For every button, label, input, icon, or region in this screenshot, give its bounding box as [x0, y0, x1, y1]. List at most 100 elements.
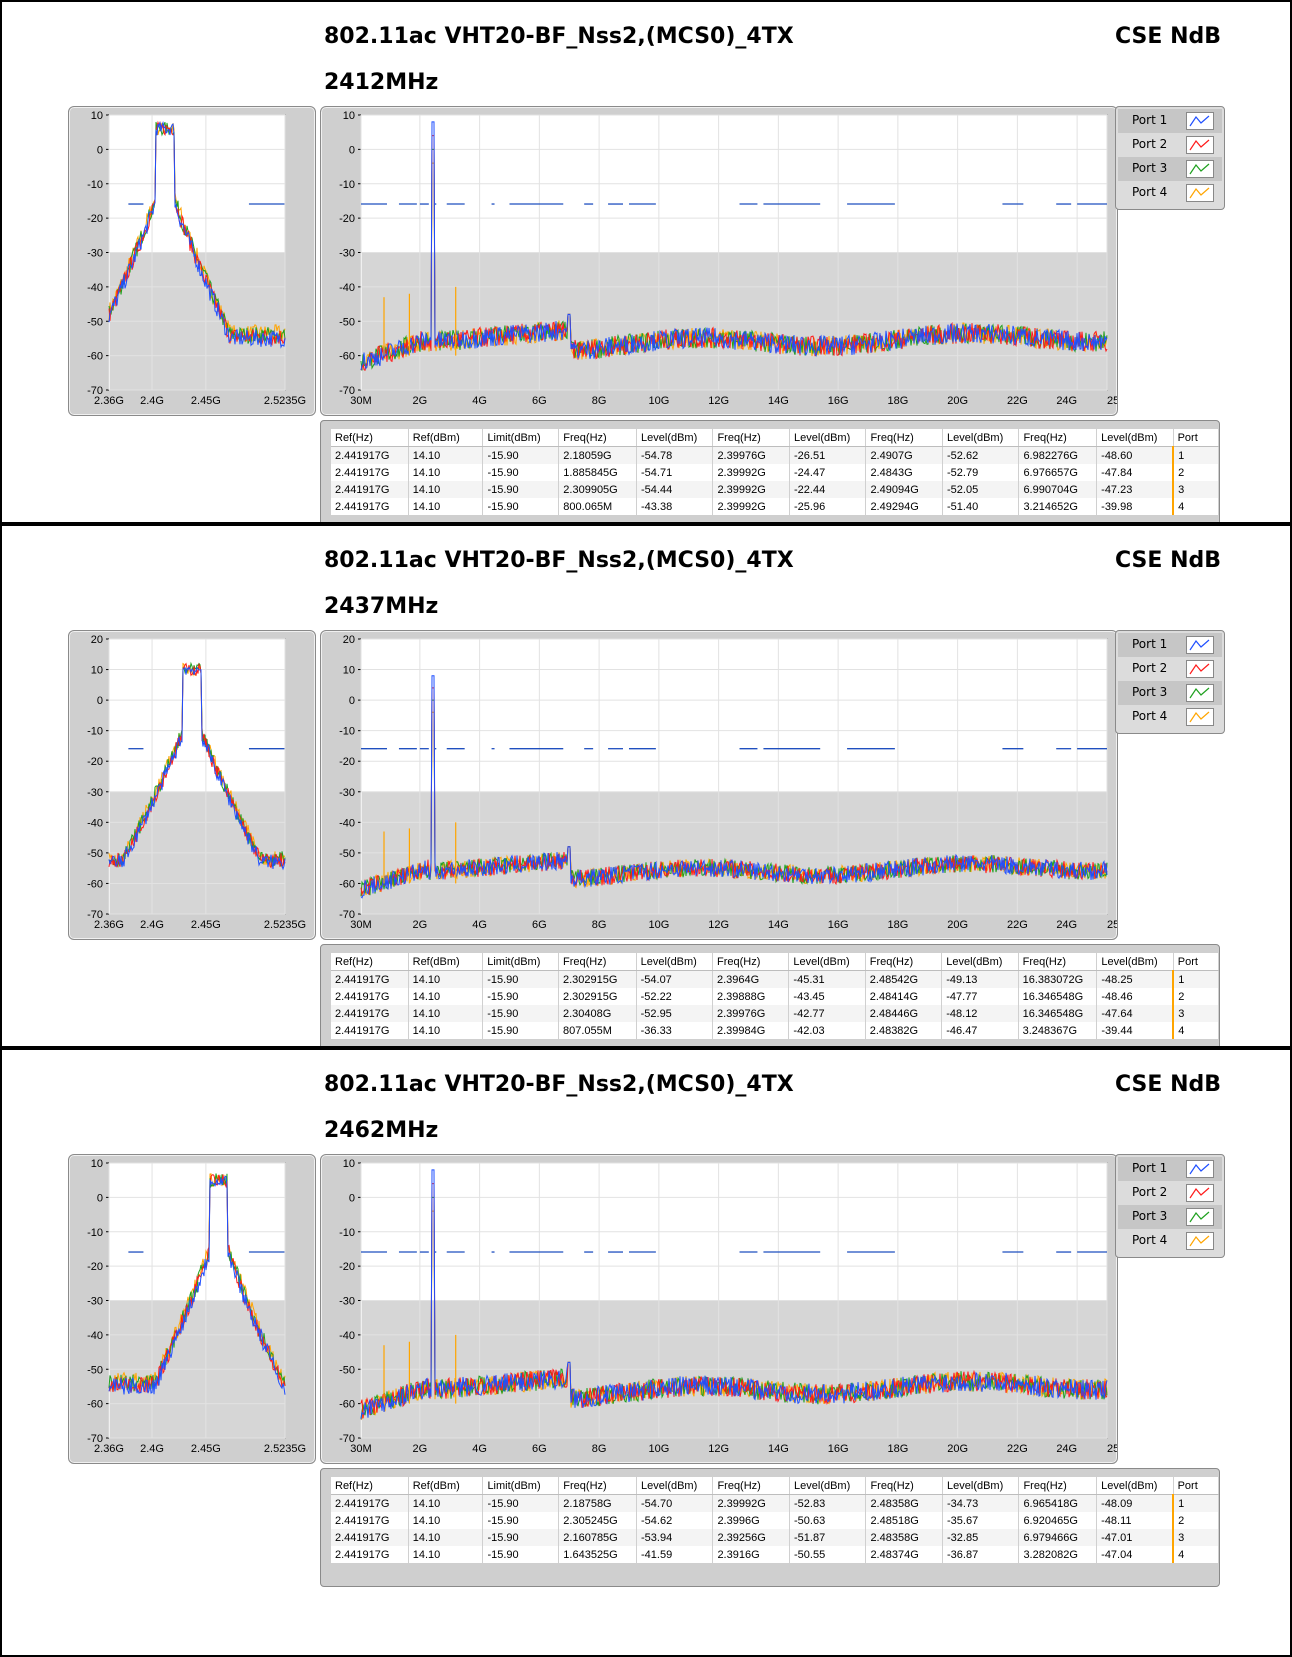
x-tick-label: 18G	[887, 919, 908, 931]
legend-item[interactable]: Port 4	[1118, 1229, 1222, 1253]
y-tick-label: -10	[87, 179, 103, 191]
table-cell: -43.38	[636, 498, 714, 515]
y-tick-label: -50	[339, 1364, 355, 1376]
results-table: Ref(Hz) Ref(dBm) Limit(dBm) Freq(Hz) Level(d…	[331, 429, 1220, 515]
y-tick-label: -50	[87, 1364, 103, 1376]
table-cell: 2.48382G	[865, 1022, 943, 1039]
table-header: Port	[1173, 1477, 1220, 1495]
results-table: Ref(Hz) Ref(dBm) Limit(dBm) Freq(Hz) Level(d…	[331, 953, 1220, 1039]
legend-line-icon	[1189, 687, 1210, 699]
table-cell: 2.441917G	[331, 1512, 409, 1529]
table-header: Level(dBm)	[1096, 953, 1174, 971]
table-cell: 2.3916G	[712, 1546, 791, 1563]
table-cell: -48.09	[1096, 1494, 1174, 1512]
legend-item[interactable]: Port 2	[1118, 1181, 1222, 1205]
table-cell: 16.346548G	[1018, 988, 1098, 1005]
x-tick-label: 2G	[413, 1443, 428, 1455]
legend-item[interactable]: Port 4	[1118, 705, 1222, 729]
table-row: 2.441917G 14.10 -15.90 1.643525G -41.59 2.391…	[331, 1546, 1220, 1563]
results-table-panel: Ref(Hz) Ref(dBm) Limit(dBm) Freq(Hz) Level(d…	[320, 944, 1220, 1046]
x-tick-label: 2.45G	[191, 395, 221, 407]
legend-line-icon	[1189, 1211, 1210, 1223]
legend-item[interactable]: Port 2	[1118, 133, 1222, 157]
table-cell: -46.47	[941, 1022, 1019, 1039]
legend-item[interactable]: Port 3	[1118, 681, 1222, 705]
trace-port-1	[360, 1169, 1108, 1420]
x-tick-label: 14G	[768, 919, 789, 931]
x-tick-label: 30M	[350, 1443, 371, 1455]
table-cell: 3	[1172, 481, 1220, 498]
trace-port-1	[108, 120, 286, 349]
table-row: 2.441917G 14.10 -15.90 807.055M -36.33 2.3998…	[331, 1022, 1220, 1039]
table-cell: 2.39984G	[712, 1022, 790, 1039]
legend-swatch	[1186, 1160, 1214, 1178]
x-tick-label: 10G	[648, 1443, 669, 1455]
table-row: 2.441917G 14.10 -15.90 800.065M -43.38 2.3999…	[331, 498, 1220, 515]
table-cell: 2.4843G	[865, 464, 944, 481]
table-cell: 14.10	[408, 1005, 484, 1022]
table-cell: -15.90	[482, 446, 560, 464]
left-spectrum-panel: 20 10 0 -10 -20 -30 -40 -50 -60 -70 2.36G 2.4G 2.45G…	[68, 630, 316, 940]
table-cell: -35.67	[942, 1512, 1020, 1529]
y-tick-label: -60	[339, 351, 355, 363]
y-tick-label: 0	[97, 695, 103, 707]
y-tick-label: -50	[87, 316, 103, 328]
table-cell: -47.01	[1096, 1529, 1174, 1546]
legend-line-icon	[1189, 115, 1210, 127]
y-tick-label: -20	[339, 213, 355, 225]
table-header: Ref(dBm)	[408, 429, 484, 447]
y-tick-label: -50	[87, 848, 103, 860]
y-tick-label: -40	[87, 1330, 103, 1342]
x-tick-label: 2G	[413, 395, 428, 407]
table-cell: -51.87	[789, 1529, 867, 1546]
trace-port-4	[108, 122, 286, 343]
legend-swatch	[1186, 684, 1214, 702]
results-table-panel: Ref(Hz) Ref(dBm) Limit(dBm) Freq(Hz) Level(d…	[320, 420, 1220, 522]
legend-item[interactable]: Port 2	[1118, 657, 1222, 681]
table-cell: -47.84	[1096, 464, 1174, 481]
table-cell: 2.441917G	[331, 1529, 409, 1546]
table-cell: -52.79	[942, 464, 1020, 481]
left-spectrum-panel: 10 0 -10 -20 -30 -40 -50 -60 -70 2.36G 2.4G 2.45G 2.…	[68, 106, 316, 416]
y-tick-label: -70	[87, 1433, 103, 1445]
x-tick-label: 16G	[828, 919, 849, 931]
table-cell: 2.160785G	[558, 1529, 638, 1546]
y-tick-label: -60	[87, 878, 103, 890]
table-header: Ref(Hz)	[331, 429, 409, 447]
legend-item[interactable]: Port 1	[1118, 633, 1222, 657]
x-tick-label: 12G	[708, 919, 729, 931]
legend-item[interactable]: Port 4	[1118, 181, 1222, 205]
table-cell: -48.25	[1096, 970, 1174, 988]
legend-label: Port 1	[1132, 1161, 1168, 1175]
legend-item[interactable]: Port 1	[1118, 1157, 1222, 1181]
table-cell: 2	[1172, 988, 1220, 1005]
table-cell: 2.39992G	[712, 1494, 791, 1512]
y-tick-label: -10	[87, 726, 103, 738]
x-tick-label: 2.4G	[140, 1443, 164, 1455]
table-header: Level(dBm)	[788, 953, 866, 971]
x-tick-label: 8G	[592, 1443, 607, 1455]
legend-item[interactable]: Port 3	[1118, 157, 1222, 181]
table-row: 2.441917G 14.10 -15.90 2.305245G -54.62 2.399…	[331, 1512, 1220, 1529]
table-cell: 14.10	[408, 988, 484, 1005]
table-cell: -47.23	[1096, 481, 1174, 498]
legend-item[interactable]: Port 1	[1118, 109, 1222, 133]
table-cell: 2.39992G	[712, 464, 791, 481]
legend-item[interactable]: Port 3	[1118, 1205, 1222, 1229]
x-tick-label: 2.5235G	[264, 1443, 306, 1455]
chart-title: 802.11ac VHT20-BF_Nss2,(MCS0)_4TX	[324, 1072, 794, 1097]
table-cell: 2.48358G	[865, 1529, 944, 1546]
x-tick-label: 25G	[1107, 1443, 1117, 1455]
table-cell: 6.982276G	[1018, 446, 1098, 464]
measurement-section: 802.11ac VHT20-BF_Nss2,(MCS0)_4TX 2462MHz…	[0, 1048, 1292, 1657]
table-cell: 2.48446G	[865, 1005, 943, 1022]
table-cell: 2.48542G	[865, 970, 943, 988]
legend-label: Port 1	[1132, 113, 1168, 127]
table-cell: 2.441917G	[331, 1546, 409, 1563]
table-cell: 16.383072G	[1018, 970, 1098, 988]
table-header: Limit(dBm)	[482, 1477, 560, 1495]
table-cell: 2.48518G	[865, 1512, 944, 1529]
x-tick-label: 30M	[350, 919, 371, 931]
table-cell: 16.346548G	[1018, 1005, 1098, 1022]
table-cell: 2.309905G	[558, 481, 638, 498]
